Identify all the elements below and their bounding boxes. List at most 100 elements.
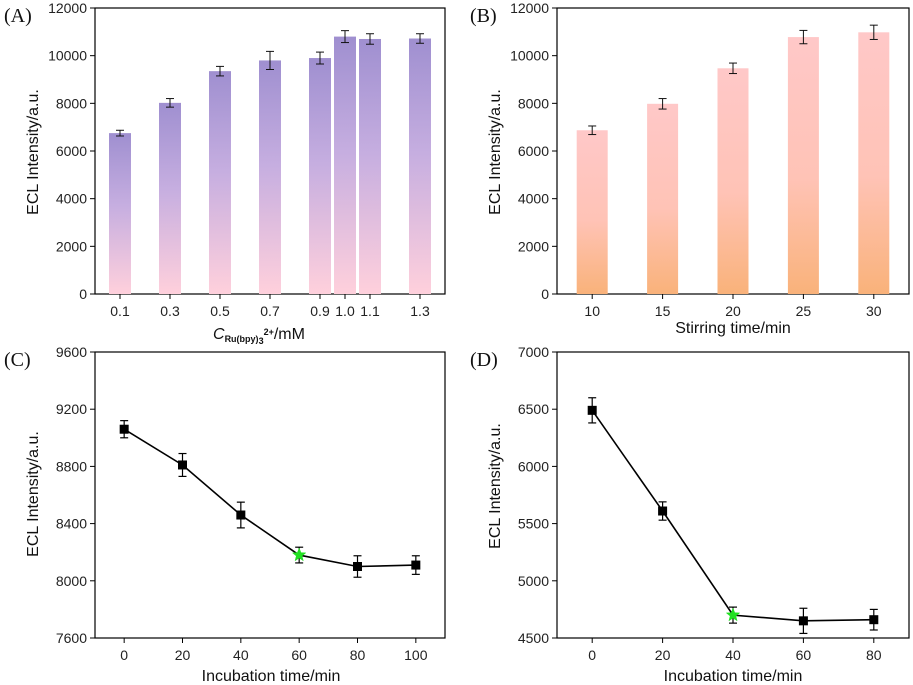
bar: [647, 103, 679, 294]
y-tick-label: 10000: [48, 48, 87, 64]
y-tick-label: 2000: [56, 238, 87, 254]
y-tick-label: 8000: [518, 95, 549, 111]
x-tick-label: 1.1: [360, 303, 380, 319]
plot-a: 0 2000 4000 6000 8000 10000 12000 0.1 0.3 0.5 0.7 0…: [48, 0, 446, 319]
data-point: [236, 510, 246, 520]
xlabel-a-rest: /mM: [274, 326, 305, 343]
x-tick-label: 80: [350, 647, 366, 663]
ylabel-a: ECL Intensity/a.u.: [25, 89, 42, 215]
plot-c: 7600 8000 8400 8800 9200 9600 0 20 40 60 80 100: [56, 344, 446, 663]
data-point: [119, 424, 129, 434]
x-tick-label: 0: [120, 647, 128, 663]
data-point: [658, 506, 668, 516]
bar: [858, 32, 890, 295]
bar: [209, 71, 231, 295]
xlabel-a-sub2: 3: [259, 336, 264, 346]
y-tick-label: 4500: [518, 630, 549, 646]
y-tick-label: 4000: [518, 191, 549, 207]
x-tick-label: 20: [725, 303, 741, 319]
data-point: [411, 560, 421, 570]
y-tick-label: 0: [79, 286, 87, 302]
y-tick-label: 5000: [518, 573, 549, 589]
y-tick-label: 6500: [518, 401, 549, 417]
panel-label-d: (D): [470, 349, 498, 371]
bar: [109, 133, 131, 294]
y-tick-label: 10000: [510, 48, 549, 64]
ylabel-c: ECL Intensity/a.u.: [25, 431, 42, 557]
y-tick-label: 7000: [518, 344, 549, 360]
ylabel-b: ECL Intensity/a.u.: [487, 89, 504, 215]
data-point: [587, 405, 597, 415]
y-tick-label: 8000: [56, 573, 87, 589]
x-tick-label: 20: [175, 647, 191, 663]
x-tick-label: 0.7: [260, 303, 280, 319]
bar: [259, 60, 281, 294]
bar: [576, 130, 608, 294]
y-tick-label: 12000: [510, 0, 549, 16]
x-tick-label: 40: [233, 647, 249, 663]
x-tick-label: 20: [655, 647, 671, 663]
y-tick-label: 8800: [56, 458, 87, 474]
series-line: [591, 409, 874, 622]
x-tick-label: 60: [796, 647, 812, 663]
y-tick-label: 8000: [56, 95, 87, 111]
data-point: [798, 616, 808, 626]
y-tick-label: 8400: [56, 516, 87, 532]
x-tick-label: 25: [796, 303, 812, 319]
panel-label-c: (C): [4, 349, 31, 371]
y-tick-label: 6000: [518, 458, 549, 474]
panel-label-a: (A): [4, 5, 32, 27]
y-tick-label: 2000: [518, 238, 549, 254]
xlabel-a-sub: Ru(bpy): [225, 334, 259, 344]
data-point: [178, 460, 187, 470]
highlight-star-marker: [291, 547, 307, 562]
plot-b: 0 2000 4000 6000 8000 10000 12000 10 15 20 25 30: [510, 0, 910, 319]
x-tick-label: 0.9: [310, 303, 330, 319]
xlabel-c: Incubation time/min: [202, 668, 341, 685]
y-tick-label: 12000: [48, 0, 87, 16]
bar: [334, 36, 356, 294]
plot-frame: [556, 351, 910, 639]
y-tick-label: 9200: [56, 401, 87, 417]
xlabel-a-sup: 2+: [264, 327, 274, 337]
xlabel-a: CRu(bpy)32+/mM: [213, 326, 305, 346]
y-tick-label: 7600: [56, 630, 87, 646]
x-tick-label: 10: [584, 303, 600, 319]
x-tick-label: 80: [866, 647, 882, 663]
bar: [309, 58, 331, 294]
x-tick-label: 1.0: [335, 303, 355, 319]
bar: [409, 38, 431, 294]
bar: [787, 37, 819, 295]
bar: [159, 102, 181, 295]
y-tick-label: 4000: [56, 191, 87, 207]
bar: [717, 68, 749, 294]
plot-d: 4500 5000 5500 6000 6500 7000 0 20 40 60 80: [518, 344, 910, 663]
x-tick-label: 0: [588, 647, 596, 663]
y-tick-label: 0: [541, 286, 549, 302]
y-tick-label: 6000: [518, 143, 549, 159]
x-tick-label: 1.3: [410, 303, 430, 319]
y-tick-label: 5500: [518, 516, 549, 532]
xlabel-d: Incubation time/min: [664, 668, 803, 685]
data-point: [869, 615, 879, 625]
x-tick-label: 0.5: [210, 303, 230, 319]
x-tick-label: 30: [866, 303, 882, 319]
xlabel-b: Stirring time/min: [675, 320, 791, 337]
x-tick-label: 60: [291, 647, 307, 663]
x-tick-label: 40: [725, 647, 741, 663]
y-tick-label: 6000: [56, 143, 87, 159]
plot-frame: [94, 351, 446, 639]
x-tick-label: 0.1: [110, 303, 130, 319]
panel-label-b: (B): [470, 5, 497, 27]
x-tick-label: 0.3: [160, 303, 180, 319]
x-tick-label: 15: [655, 303, 671, 319]
xlabel-a-main: C: [213, 326, 225, 343]
bar: [359, 38, 381, 294]
highlight-star-marker: [725, 607, 741, 622]
ylabel-d: ECL Intensity/a.u.: [487, 423, 504, 549]
series-line: [123, 428, 416, 568]
x-tick-label: 100: [404, 647, 428, 663]
data-point: [353, 562, 362, 571]
y-tick-label: 9600: [56, 344, 87, 360]
